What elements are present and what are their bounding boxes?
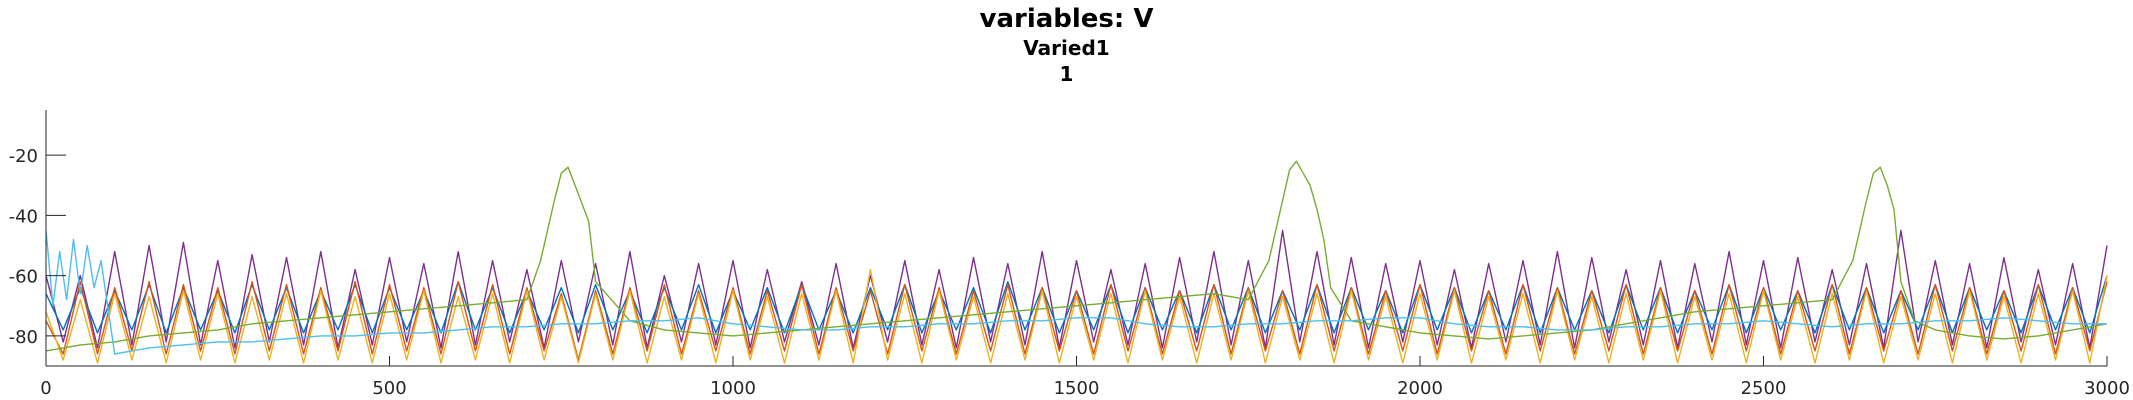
x-tick-label: 1000 [710, 378, 756, 399]
chart-title: variables: V [979, 4, 1154, 34]
chart-subtitle-2: 1 [1059, 62, 1074, 86]
series-line-5 [45, 230, 2107, 355]
series-line-4 [45, 160, 2108, 352]
y-tick-label: -60 [9, 267, 38, 288]
x-tick-label: 2500 [1741, 378, 1787, 399]
y-tick-label: -40 [9, 206, 38, 227]
y-tick-label: -80 [9, 327, 38, 348]
y-tick-label: -20 [9, 146, 38, 167]
x-tick-label: 1500 [1054, 378, 1100, 399]
x-tick-label: 3000 [2084, 378, 2130, 399]
x-tick-label: 0 [40, 378, 51, 399]
chart-subtitle: Varied1 [1023, 36, 1110, 60]
series-line-0 [45, 229, 2108, 349]
x-tick-label: 500 [372, 378, 406, 399]
series-line-2 [45, 281, 2108, 361]
series-line-3 [45, 268, 2108, 364]
x-tick-label: 2000 [1397, 378, 1443, 399]
